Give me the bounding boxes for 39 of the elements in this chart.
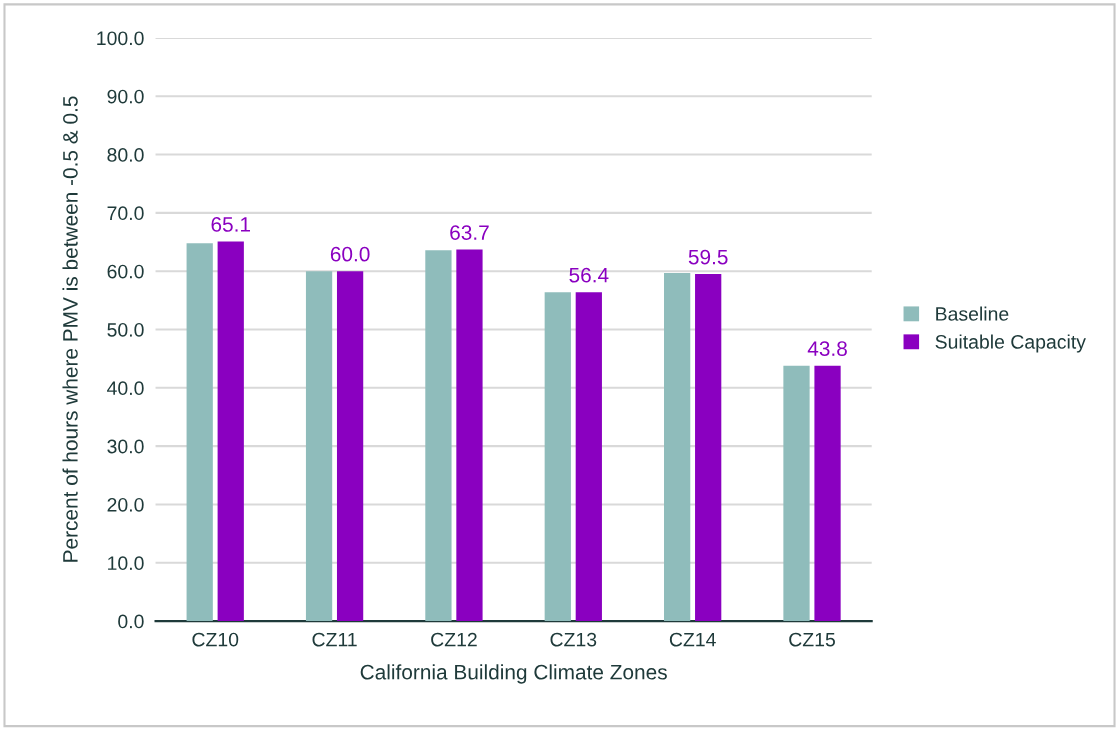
y-tick-label: 70.0: [107, 206, 144, 221]
x-tick-label: CZ10: [192, 632, 239, 647]
bar: [664, 272, 691, 622]
x-tick-label: CZ11: [312, 632, 357, 647]
bar: [814, 365, 841, 622]
bar: [783, 365, 810, 622]
x-tick-label: CZ13: [550, 632, 597, 647]
bar: [336, 271, 364, 622]
bar: [186, 243, 213, 622]
y-tick-label: 90.0: [107, 89, 144, 104]
data-label: 56.4: [569, 267, 609, 283]
y-axis-title: Percent of hours where PMV is between -0.5 & 0.5: [62, 96, 78, 562]
x-tick-label: CZ14: [669, 632, 716, 647]
legend-label: Baseline: [936, 306, 1009, 321]
bar: [305, 271, 333, 622]
data-label: 43.8: [807, 341, 847, 356]
data-label: 63.7: [450, 225, 489, 240]
y-tick-label: 80.0: [107, 148, 144, 162]
y-tick-label: 50.0: [107, 322, 144, 337]
bar: [544, 292, 571, 622]
bar: [695, 274, 722, 622]
y-tick-label: 0.0: [118, 614, 144, 629]
data-label: 65.1: [211, 217, 250, 232]
y-tick-label: 30.0: [107, 439, 144, 454]
bar: [425, 250, 452, 622]
y-tick-label: 100.0: [97, 31, 144, 46]
y-tick-label: 10.0: [108, 556, 144, 571]
data-label: 60.0: [330, 246, 370, 262]
x-axis-title: California Building Climate Zones: [360, 664, 667, 684]
y-tick-label: 40.0: [107, 381, 144, 396]
legend-label: Suitable Capacity: [935, 334, 1086, 353]
x-tick-label: CZ15: [789, 632, 835, 647]
data-label: 59.5: [688, 249, 728, 265]
y-tick-label: 20.0: [107, 497, 144, 512]
bar: [575, 292, 602, 622]
bar: [217, 241, 244, 622]
bar: [456, 249, 483, 622]
x-tick-label: CZ12: [431, 632, 477, 647]
y-tick-label: 60.0: [107, 264, 144, 279]
